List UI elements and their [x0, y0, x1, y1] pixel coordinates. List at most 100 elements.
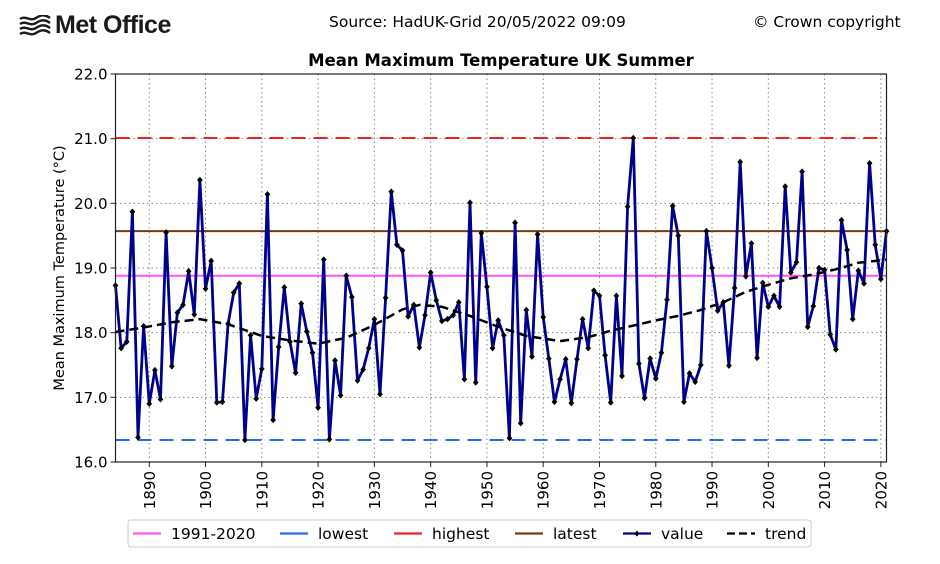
- data-point: [461, 375, 468, 383]
- y-tick-label: 19.0: [74, 260, 107, 278]
- data-point: [191, 311, 198, 318]
- data-point: [146, 400, 153, 408]
- legend-label: 1991-2020: [171, 525, 256, 543]
- data-point: [619, 372, 625, 380]
- data-point: [303, 327, 310, 335]
- data-point: [484, 283, 490, 291]
- data-point: [810, 302, 817, 310]
- data-point: [602, 351, 609, 359]
- data-point: [315, 404, 322, 412]
- y-tick-label: 16.0: [74, 454, 107, 472]
- data-point: [647, 355, 654, 362]
- data-point: [872, 241, 879, 249]
- data-point: [253, 395, 260, 403]
- data-point: [337, 392, 344, 399]
- data-point: [393, 241, 400, 249]
- data-point: [365, 344, 372, 352]
- met-office-logo: Met Office: [19, 11, 171, 40]
- data-point: [680, 398, 687, 406]
- legend-item-latest: latest: [515, 525, 597, 543]
- x-tick-label: 1980: [647, 471, 665, 509]
- data-point: [168, 362, 175, 370]
- data-point: [213, 399, 220, 406]
- data-point: [467, 199, 473, 207]
- data-point: [557, 375, 564, 383]
- data-point: [754, 354, 760, 362]
- x-tick-label: 1950: [478, 471, 496, 509]
- data-point: [529, 353, 535, 360]
- data-point: [804, 323, 811, 331]
- series: [112, 134, 890, 444]
- data-point: [500, 331, 507, 339]
- chart-title: Mean Maximum Temperature UK Summer: [308, 51, 695, 70]
- data-point: [489, 344, 496, 352]
- data-point: [517, 419, 524, 427]
- data-point: [641, 394, 648, 402]
- legend-label: value: [661, 525, 703, 543]
- data-point: [725, 362, 732, 370]
- data-point: [258, 365, 265, 373]
- data-point: [551, 398, 558, 406]
- data-point: [320, 256, 327, 263]
- data-point: [534, 230, 541, 238]
- data-point: [630, 134, 637, 142]
- data-point: [512, 219, 518, 227]
- legend-box: [127, 519, 812, 548]
- data-point: [765, 303, 772, 311]
- data-point: [652, 375, 659, 382]
- legend-label: lowest: [318, 525, 368, 543]
- data-point: [242, 436, 248, 444]
- data-point: [669, 202, 676, 210]
- data-point: [444, 315, 451, 323]
- data-point: [697, 361, 704, 369]
- data-point: [827, 331, 834, 338]
- data-point: [737, 158, 744, 166]
- x-tick-label: 1890: [141, 471, 159, 509]
- data-point: [118, 344, 125, 352]
- x-tick-label: 1920: [310, 471, 328, 509]
- data-point: [776, 303, 783, 311]
- legend-label: highest: [432, 525, 489, 543]
- data-point: [151, 366, 158, 374]
- value-line: [114, 136, 888, 442]
- data-point: [478, 229, 485, 237]
- copyright-text: © Crown copyright: [753, 13, 901, 31]
- data-point: [230, 289, 237, 296]
- source-text: Source: HadUK-Grid 20/05/2022 09:09: [329, 13, 626, 31]
- data-point: [495, 316, 502, 324]
- data-point: [135, 434, 141, 441]
- data-point: [208, 257, 215, 265]
- data-point: [163, 229, 170, 236]
- data-point: [140, 322, 147, 330]
- legend-label: trend: [765, 525, 806, 543]
- data-point: [247, 331, 254, 339]
- data-point: [450, 311, 457, 319]
- data-point: [298, 300, 305, 307]
- legend-item-value: value: [623, 525, 703, 543]
- data-point: [292, 369, 299, 377]
- x-tick-label: 1940: [422, 471, 440, 509]
- reference-lines: [115, 137, 887, 442]
- data-point: [174, 309, 181, 317]
- data-point: [596, 292, 603, 300]
- data-point: [816, 264, 822, 272]
- data-point: [675, 232, 682, 240]
- x-tick-label: 1990: [704, 471, 722, 509]
- data-point: [129, 208, 136, 216]
- data-point: [219, 398, 226, 406]
- data-point: [838, 216, 845, 224]
- data-point: [455, 298, 462, 306]
- data-point: [472, 379, 479, 386]
- data-point: [658, 349, 665, 357]
- legend-item-highest: highest: [394, 525, 489, 543]
- x-tick-label: 2000: [760, 471, 778, 509]
- data-point: [832, 346, 839, 353]
- axes: 16.0 17.0 18.0 19.0 20.0 21.0 22.0 1890 1900 1910…: [74, 66, 890, 510]
- data-point: [326, 435, 333, 443]
- legend-marker: [634, 530, 640, 537]
- data-point: [416, 344, 423, 351]
- data-point: [793, 258, 800, 266]
- y-axis-label: Mean Maximum Temperature (°C): [52, 145, 68, 390]
- legend: 1991-2020 lowest highest latest value trend: [127, 519, 812, 548]
- trend-line: [115, 258, 887, 345]
